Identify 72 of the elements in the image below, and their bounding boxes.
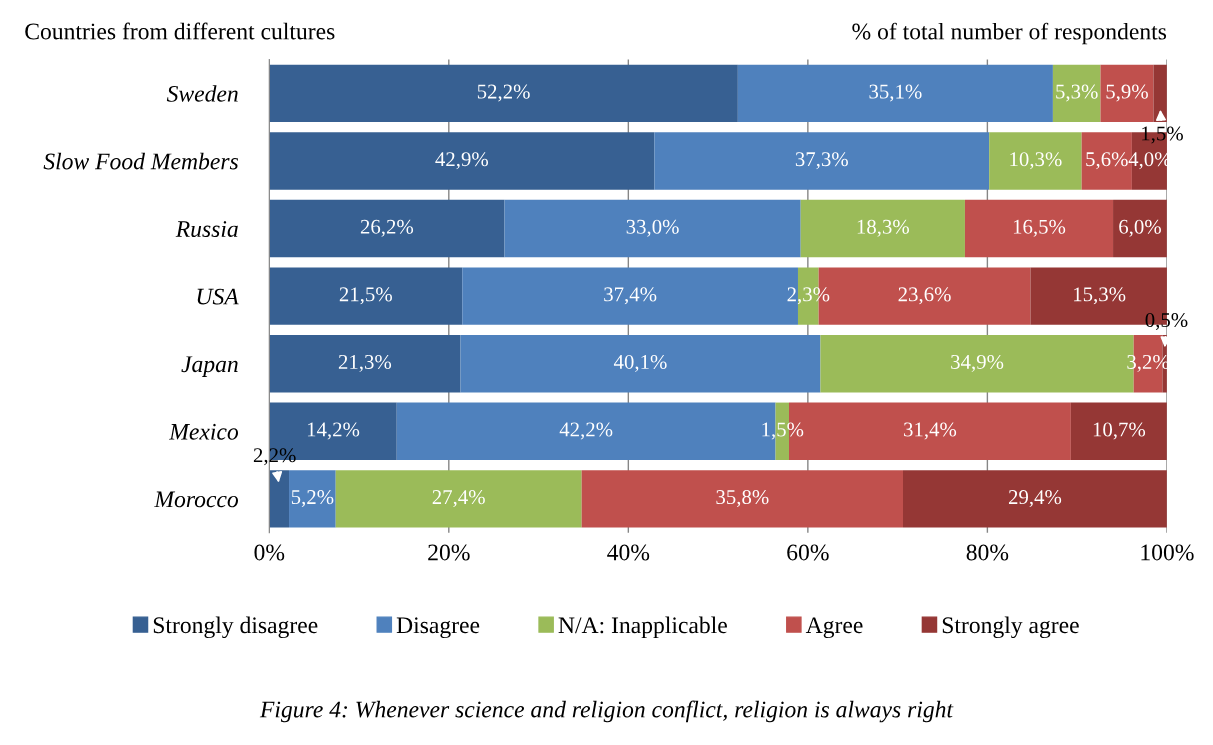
x-tick-label: 100% bbox=[1141, 544, 1194, 561]
data-label: 40,1% bbox=[613, 354, 667, 372]
data-label: 23,6% bbox=[898, 287, 951, 305]
bar bbox=[581, 470, 904, 528]
data-label: 42,9% bbox=[435, 152, 489, 170]
data-label: 5,2% bbox=[291, 490, 334, 508]
bar bbox=[1070, 402, 1167, 461]
data-label: 16,5% bbox=[1013, 219, 1066, 237]
bar bbox=[903, 470, 1167, 528]
data-label: 6,0% bbox=[1119, 219, 1161, 237]
bar bbox=[269, 470, 290, 528]
bar bbox=[269, 64, 738, 123]
x-tick-label: 40% bbox=[607, 544, 650, 561]
data-label: 26,2% bbox=[360, 219, 414, 237]
data-label: 18,3% bbox=[857, 219, 910, 237]
data-label: 34,9% bbox=[951, 354, 1004, 372]
data-label: 35,1% bbox=[869, 84, 922, 102]
data-label: 37,4% bbox=[604, 287, 657, 305]
legend-label: Strongly agree bbox=[942, 616, 1079, 639]
y-tick-label: Slow Food Members bbox=[43, 152, 239, 170]
data-label: 27,4% bbox=[432, 490, 485, 508]
bar bbox=[1100, 64, 1154, 123]
data-label: 52,2% bbox=[477, 84, 530, 102]
bar bbox=[289, 470, 336, 528]
bar bbox=[269, 199, 505, 258]
y-tick-label: Japan bbox=[181, 356, 238, 377]
data-label: 5,9% bbox=[1106, 84, 1148, 102]
legend-label: Disagree bbox=[396, 617, 480, 639]
bar bbox=[964, 199, 1114, 258]
legend-label: Agree bbox=[805, 617, 863, 639]
x-tick-label: 60% bbox=[787, 544, 829, 561]
data-label: 33,0% bbox=[626, 219, 679, 237]
x-tick-label: 0% bbox=[254, 544, 285, 561]
bar bbox=[654, 132, 990, 190]
y-tick-label: Sweden bbox=[166, 85, 238, 102]
x-tick-label: 80% bbox=[966, 544, 1009, 561]
bar bbox=[335, 470, 582, 528]
data-label: 37,3% bbox=[795, 152, 848, 170]
bar bbox=[989, 132, 1082, 190]
data-label: 0,5% bbox=[1145, 312, 1188, 331]
data-label: 35,8% bbox=[716, 490, 769, 508]
bar bbox=[269, 267, 463, 325]
bar bbox=[269, 335, 461, 393]
legend-label: Strongly disagree bbox=[153, 616, 318, 639]
data-label: 10,3% bbox=[1010, 152, 1062, 170]
data-label: 21,3% bbox=[338, 354, 392, 372]
y-axis-title: Countries from different cultures bbox=[25, 22, 335, 40]
y-tick-label: Morocco bbox=[154, 491, 239, 508]
legend-label: N/A: Inapplicable bbox=[558, 616, 727, 639]
bar bbox=[504, 199, 801, 258]
data-label: 10,7% bbox=[1093, 422, 1146, 440]
bar bbox=[269, 132, 655, 190]
y-tick-label: Russia bbox=[175, 221, 238, 238]
data-label: 29,4% bbox=[1008, 490, 1062, 508]
bar bbox=[1153, 64, 1167, 123]
data-label: 14,2% bbox=[307, 422, 360, 440]
y-tick-label: USA bbox=[197, 288, 239, 305]
bar bbox=[737, 64, 1053, 123]
x-tick-label: 20% bbox=[428, 544, 470, 561]
data-label: 21,5% bbox=[339, 287, 392, 305]
y-tick-label: Mexico bbox=[168, 423, 239, 440]
x-axis-title: % of total number of respondents bbox=[852, 22, 1167, 45]
data-label: 15,3% bbox=[1074, 287, 1126, 305]
bar bbox=[1052, 64, 1101, 123]
bar bbox=[460, 335, 821, 393]
bar bbox=[800, 199, 965, 258]
data-label: 31,4% bbox=[904, 422, 957, 440]
bar bbox=[1113, 199, 1167, 258]
data-label: 5,6% bbox=[1086, 152, 1128, 170]
data-label: 42,2% bbox=[559, 422, 613, 440]
caption: Figure 4: Whenever science and religion conflict, religion is always right bbox=[259, 700, 954, 723]
data-label: 5,3% bbox=[1056, 84, 1098, 102]
